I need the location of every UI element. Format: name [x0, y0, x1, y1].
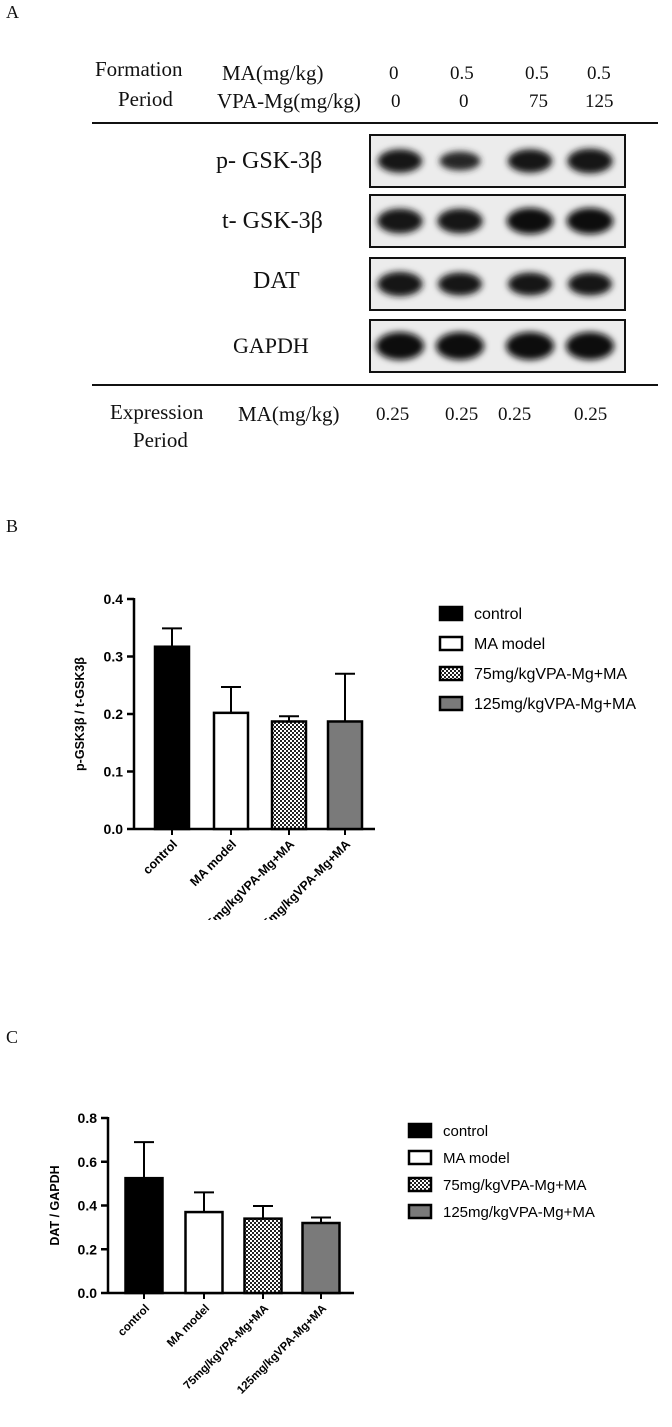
blot-band	[377, 208, 423, 234]
x-tick-label: 125mg/kgVPA-Mg+MA	[250, 837, 353, 920]
chart-c-dat-gapdh: 0.0 0.2 0.4 0.6 0.8 DAT / GAPDH control MA mode…	[48, 1110, 595, 1397]
blot-band	[437, 208, 483, 234]
legend-swatch	[407, 1122, 433, 1139]
ma-value-lane3: 0.5	[525, 63, 549, 84]
blot-band	[567, 272, 613, 296]
legend-label: MA model	[443, 1150, 510, 1167]
ma-dose-label: MA(mg/kg)	[222, 61, 324, 85]
blot-band	[437, 272, 483, 296]
bar-1	[184, 1210, 224, 1295]
blot-band	[506, 207, 554, 235]
blot-band	[436, 332, 484, 360]
panel-label-c: C	[6, 1027, 19, 1047]
panel-label-a: A	[6, 2, 19, 22]
ma-value-lane1: 0	[389, 63, 399, 84]
row-label-p-gsk3b: p- GSK-3β	[216, 148, 323, 174]
blot-band	[377, 149, 423, 173]
blot-band	[507, 272, 553, 296]
bar-0	[153, 645, 191, 831]
legend-label: 75mg/kgVPA-Mg+MA	[443, 1177, 587, 1194]
y-tick-label: 0.4	[104, 591, 124, 607]
ma-value-lane4: 0.5	[587, 63, 611, 84]
legend-swatch	[407, 1176, 433, 1193]
expr-value-lane4: 0.25	[574, 404, 608, 425]
western-blot-graphic	[92, 122, 658, 386]
expression-ma-label: MA(mg/kg)	[238, 402, 340, 426]
legend-label: control	[443, 1123, 488, 1140]
legend-label: MA model	[474, 636, 545, 653]
x-tick-label: MA model	[165, 1303, 212, 1350]
legend-swatch	[438, 605, 464, 622]
y-tick-label: 0.0	[78, 1285, 98, 1301]
legend-swatch	[438, 695, 464, 712]
blot-row-3	[369, 319, 626, 373]
blot-band	[567, 148, 613, 174]
bar-3	[301, 1221, 341, 1295]
formation-label: Formation	[95, 57, 183, 81]
blot-band	[506, 332, 554, 360]
panel-label-b: B	[6, 516, 19, 536]
legend-swatch	[438, 635, 464, 652]
blot-rows-group	[369, 134, 626, 373]
row-label-dat: DAT	[253, 268, 300, 294]
bar-2	[270, 720, 308, 831]
blot-band	[566, 332, 614, 360]
bar-3	[326, 720, 364, 831]
blot-band	[439, 151, 481, 171]
blot-band	[566, 207, 614, 235]
y-tick-label: 0.0	[104, 821, 124, 837]
formation-period-label: Period	[118, 87, 173, 111]
vpa-dose-label: VPA-Mg(mg/kg)	[217, 89, 361, 113]
legend-label: 125mg/kgVPA-Mg+MA	[474, 696, 636, 713]
y-tick-label: 0.2	[78, 1241, 98, 1257]
expression-label: Expression	[110, 400, 204, 424]
blot-band	[376, 332, 424, 360]
blot-row-0	[369, 134, 626, 188]
expr-value-lane2: 0.25	[445, 404, 479, 425]
legend-label: 75mg/kgVPA-Mg+MA	[474, 666, 627, 683]
vpa-value-lane3: 75	[529, 91, 548, 112]
y-tick-label: 0.1	[104, 764, 124, 780]
blot-band	[507, 149, 553, 173]
blot-row-2	[369, 257, 626, 311]
expression-period-label: Period	[133, 428, 188, 452]
y-axis-label: p-GSK3β / t-GSK3β	[73, 657, 87, 771]
bar-1	[212, 711, 250, 831]
row-label-t-gsk3b: t- GSK-3β	[222, 208, 323, 234]
x-tick-label: control	[140, 837, 180, 877]
bar-0	[124, 1176, 164, 1295]
y-tick-label: 0.2	[104, 706, 124, 722]
legend-label: control	[474, 606, 522, 623]
legend-swatch	[407, 1149, 433, 1166]
y-tick-label: 0.8	[78, 1110, 98, 1126]
legend-label: 125mg/kgVPA-Mg+MA	[443, 1204, 595, 1221]
legend-swatch	[438, 665, 464, 682]
bar-2	[243, 1217, 283, 1295]
x-tick-label: MA model	[187, 837, 239, 889]
vpa-value-lane2: 0	[459, 91, 469, 112]
row-label-gapdh: GAPDH	[233, 333, 309, 358]
vpa-value-lane4: 125	[585, 91, 614, 112]
y-tick-label: 0.6	[78, 1154, 98, 1170]
y-tick-label: 0.4	[78, 1198, 98, 1214]
blot-row-1	[369, 194, 626, 248]
ma-value-lane2: 0.5	[450, 63, 474, 84]
y-axis-label: DAT / GAPDH	[48, 1165, 62, 1245]
x-tick-label: control	[116, 1303, 152, 1339]
expr-value-lane3: 0.25	[498, 404, 532, 425]
legend-swatch	[407, 1203, 433, 1220]
y-tick-label: 0.3	[104, 649, 124, 665]
expr-value-lane1: 0.25	[376, 404, 410, 425]
vpa-value-lane1: 0	[391, 91, 401, 112]
blot-band	[377, 271, 423, 297]
